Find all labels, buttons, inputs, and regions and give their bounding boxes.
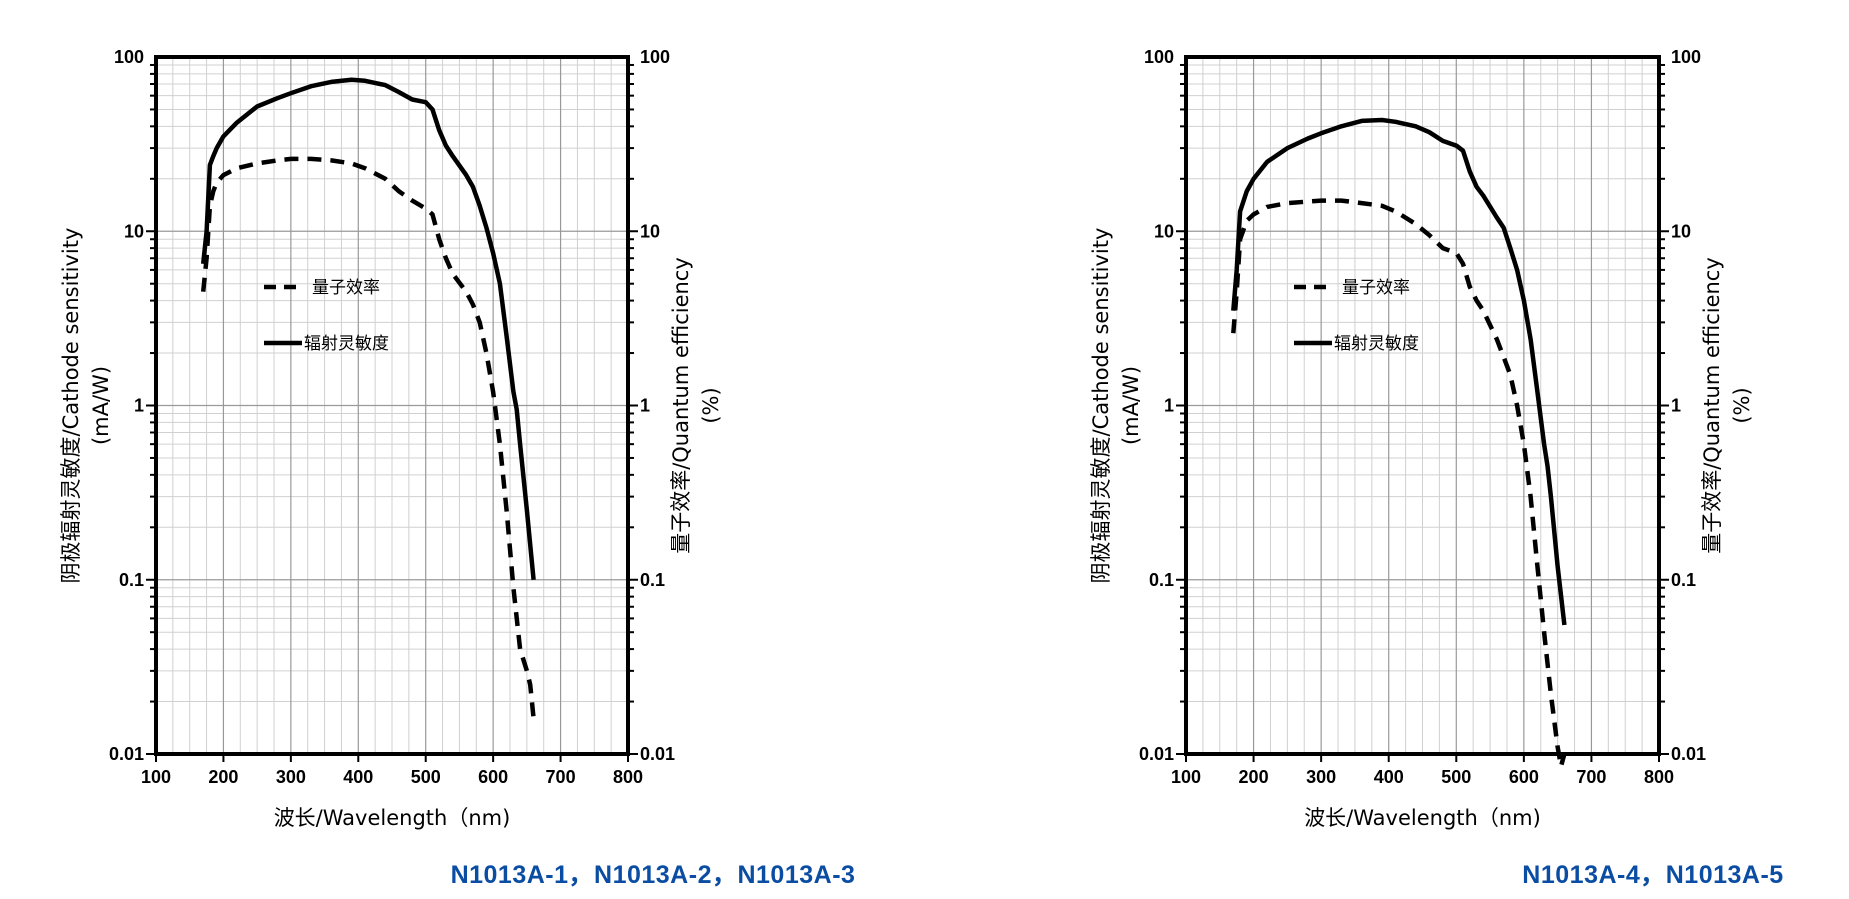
- x-tick-label: 300: [1306, 767, 1336, 787]
- radiant-sensitivity-line: [1231, 117, 1567, 626]
- legend-label: 辐射灵敏度: [1334, 334, 1419, 354]
- plot-frame: [154, 55, 630, 756]
- y-axis-title-right-line: 量子效率/Quantum efficiency: [1700, 257, 1724, 554]
- y-axis-title-left-line: 阴极辐射灵敏度/Cathode sensitivity: [1089, 228, 1113, 584]
- x-tick-label: 700: [546, 767, 576, 787]
- y-tick-label-left: 0.1: [1149, 570, 1174, 590]
- x-tick-label: 400: [1374, 767, 1404, 787]
- y-tick-label-right: 1: [1671, 396, 1681, 416]
- legend-label: 量子效率: [312, 278, 380, 298]
- y-axis-title-left-line: (mA/W): [1119, 366, 1143, 445]
- y-tick-label-left: 0.01: [109, 744, 144, 764]
- x-tick-label: 500: [1441, 767, 1471, 787]
- x-tick-label: 300: [276, 767, 306, 787]
- y-tick-label-right: 0.1: [640, 570, 665, 590]
- x-tick-label: 600: [1509, 767, 1539, 787]
- x-tick-label: 500: [411, 767, 441, 787]
- y-tick-label-right: 0.1: [1671, 570, 1696, 590]
- y-axis-title-left-line: 阴极辐射灵敏度/Cathode sensitivity: [59, 228, 83, 584]
- y-tick-label-right: 100: [1671, 47, 1701, 67]
- y-tick-label-right: 0.01: [1671, 744, 1706, 764]
- radiant-sensitivity-line: [200, 77, 536, 581]
- chart-1: 100 200 300 400 500 600 700 800 0.01 0.01 0.1 0.1 1 1…: [59, 47, 723, 830]
- y-tick-label-left: 0.01: [1139, 744, 1174, 764]
- y-tick-label-right: 1: [640, 396, 650, 416]
- y-axis-title-right-line: (%): [1730, 387, 1754, 423]
- legend-label: 辐射灵敏度: [304, 334, 389, 354]
- y-axis-title-left-line: (mA/W): [89, 366, 113, 445]
- y-tick-label-left: 100: [1144, 47, 1174, 67]
- x-tick-label: 100: [141, 767, 171, 787]
- x-axis-title: 波长/Wavelength（nm): [1304, 806, 1541, 830]
- legend-label: 量子效率: [1342, 278, 1410, 298]
- y-axis-title-right-line: (%): [699, 387, 723, 423]
- y-axis-title-right-line: 量子效率/Quantum efficiency: [669, 257, 693, 554]
- chart-2-caption: N1013A-4，N1013A-5: [1522, 861, 1784, 889]
- x-tick-label: 200: [208, 767, 238, 787]
- y-tick-label-left: 0.1: [119, 570, 144, 590]
- y-tick-label-left: 10: [1154, 221, 1174, 241]
- x-tick-label: 800: [613, 767, 643, 787]
- x-tick-label: 400: [343, 767, 373, 787]
- y-axis-title-left: 阴极辐射灵敏度/Cathode sensitivity (mA/W): [59, 228, 113, 584]
- y-tick-label-right: 10: [640, 221, 660, 241]
- plot-frame: [1184, 55, 1661, 756]
- quantum-efficiency-line: [200, 156, 536, 719]
- x-tick-label: 800: [1644, 767, 1674, 787]
- y-tick-label-right: 10: [1671, 221, 1691, 241]
- chart-1-caption: N1013A-1，N1013A-2，N1013A-3: [450, 861, 856, 889]
- quantum-efficiency-line: [1231, 198, 1567, 769]
- y-tick-label-left: 1: [1164, 396, 1174, 416]
- y-tick-label-right: 0.01: [640, 744, 675, 764]
- chart-2: 100 200 300 400 500 600 700 800 0.01 0.01 0.1 0.1 1 1…: [1089, 47, 1754, 830]
- x-axis-title: 波长/Wavelength（nm): [274, 806, 511, 830]
- y-tick-label-left: 1: [134, 396, 144, 416]
- y-axis-title-right: 量子效率/Quantum efficiency (%): [1700, 257, 1754, 554]
- y-axis-title-right: 量子效率/Quantum efficiency (%): [669, 257, 723, 554]
- x-tick-label: 200: [1239, 767, 1269, 787]
- y-tick-label-left: 100: [114, 47, 144, 67]
- y-tick-label-left: 10: [124, 221, 144, 241]
- y-axis-title-left: 阴极辐射灵敏度/Cathode sensitivity (mA/W): [1089, 228, 1143, 584]
- x-tick-label: 100: [1171, 767, 1201, 787]
- x-tick-label: 700: [1576, 767, 1606, 787]
- x-tick-label: 600: [478, 767, 508, 787]
- y-tick-label-right: 100: [640, 47, 670, 67]
